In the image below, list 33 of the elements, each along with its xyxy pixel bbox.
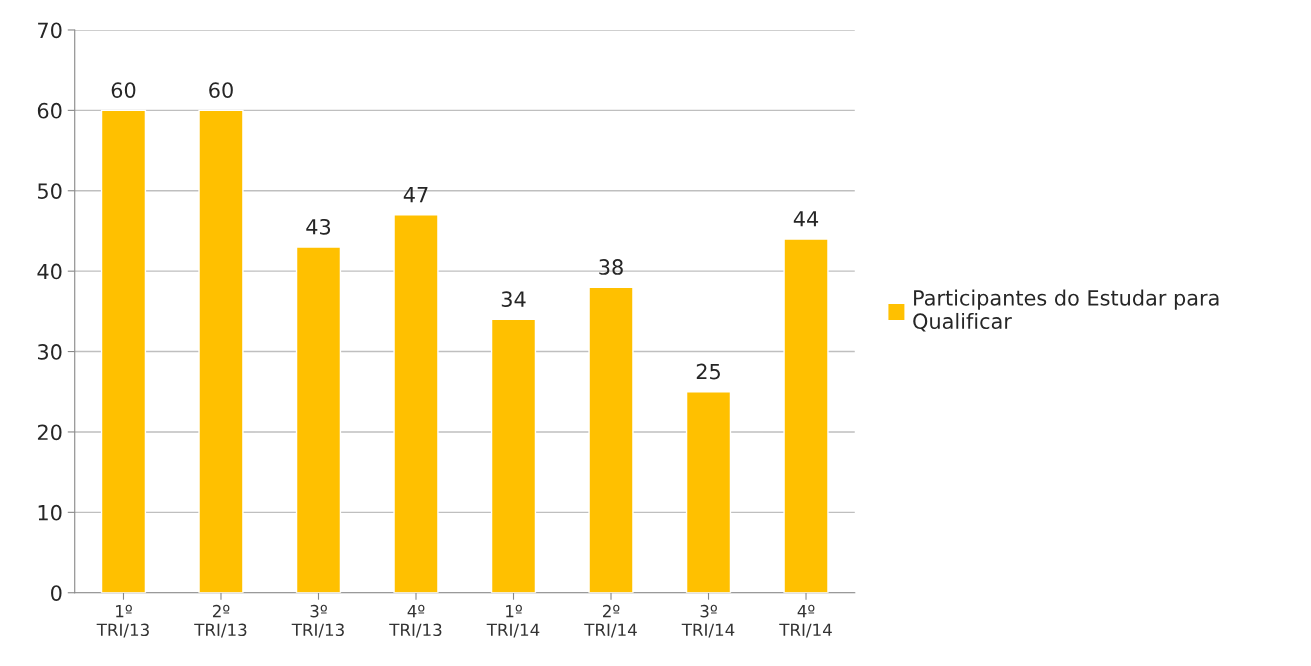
bar — [198, 109, 244, 593]
bar — [393, 214, 439, 593]
x-tick-label: 4º TRI/14 — [779, 604, 832, 638]
data-label: 60 — [209, 82, 233, 98]
y-tick-label: 20 — [37, 424, 62, 441]
x-tick-label: 2º TRI/13 — [194, 604, 247, 638]
x-tick-label: 3º TRI/13 — [291, 604, 344, 638]
y-tick-label: 10 — [38, 504, 62, 521]
data-label: 44 — [793, 211, 819, 227]
data-label: 38 — [599, 259, 623, 275]
x-tick-label: 2º TRI/14 — [584, 604, 637, 638]
y-tick-label: 30 — [38, 344, 62, 360]
data-label: 60 — [111, 82, 136, 98]
bar — [100, 109, 147, 593]
y-tick-label: 70 — [38, 22, 62, 39]
x-tick-label: 1º TRI/13 — [96, 604, 149, 638]
y-tick-label: 40 — [37, 263, 62, 280]
x-tick-label: 1º TRI/14 — [486, 604, 540, 638]
data-label: 43 — [306, 218, 331, 235]
y-tick-label: 60 — [37, 102, 62, 119]
bar — [588, 286, 634, 593]
x-tick-label: 4º TRI/13 — [389, 604, 442, 638]
data-label: 25 — [696, 363, 720, 380]
data-label: 47 — [403, 187, 428, 203]
bar — [783, 238, 829, 593]
bar — [685, 391, 732, 593]
y-tick-label: 50 — [38, 183, 62, 199]
y-tick-label: 0 — [51, 585, 62, 601]
bar — [490, 318, 537, 593]
legend-label: Participantes do Estudar para Qualificar — [913, 289, 1219, 332]
data-label: 34 — [501, 291, 526, 308]
bar — [295, 246, 342, 593]
x-tick-label: 3º TRI/14 — [681, 604, 735, 638]
